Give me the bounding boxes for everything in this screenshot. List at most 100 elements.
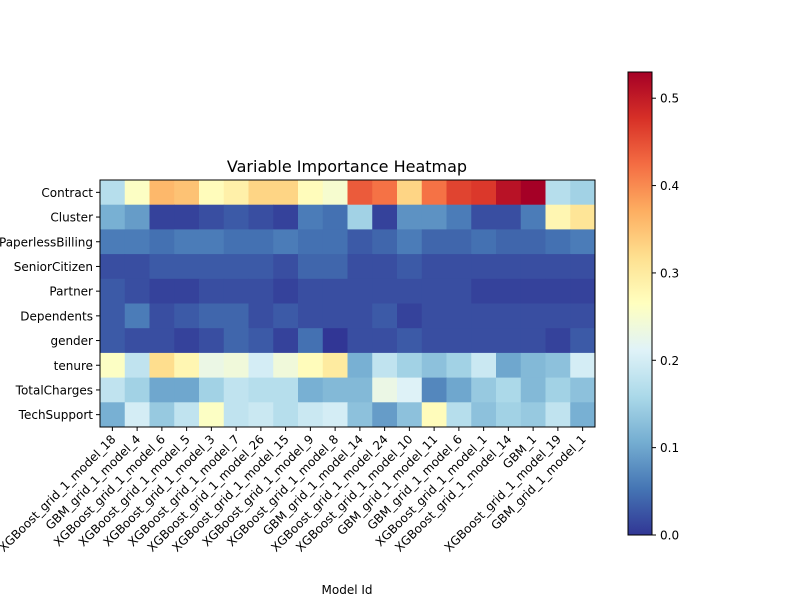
y-tick-label: SeniorCitizen xyxy=(14,260,93,274)
heatmap-cell xyxy=(199,303,225,329)
heatmap-cell xyxy=(149,278,175,304)
heatmap-cell xyxy=(149,180,175,206)
heatmap-cell xyxy=(520,377,546,403)
heatmap-cell xyxy=(298,278,324,304)
colorbar-tick-label: 0.3 xyxy=(660,266,679,280)
heatmap-cell xyxy=(570,377,596,403)
heatmap-cell xyxy=(347,352,373,379)
heatmap-cell xyxy=(124,254,150,280)
heatmap-cell xyxy=(100,352,126,379)
heatmap-cell xyxy=(496,377,522,403)
heatmap-cells xyxy=(100,180,596,428)
heatmap-cell xyxy=(124,377,150,403)
heatmap-cell xyxy=(397,254,423,280)
heatmap-cell xyxy=(545,204,571,230)
heatmap-cell xyxy=(496,328,522,354)
heatmap-cell xyxy=(174,377,200,403)
heatmap-cell xyxy=(100,204,126,230)
heatmap-cell xyxy=(446,229,472,255)
heatmap-cell xyxy=(496,229,522,255)
heatmap-cell xyxy=(223,377,249,403)
heatmap-cell xyxy=(570,254,596,280)
heatmap-cell xyxy=(496,402,522,428)
colorbar-tick-label: 0.0 xyxy=(660,529,679,543)
heatmap-cell xyxy=(149,204,175,230)
heatmap-cell xyxy=(372,377,398,403)
y-tick-label: tenure xyxy=(54,359,93,373)
heatmap-cell xyxy=(397,303,423,329)
heatmap-cell xyxy=(273,229,299,255)
plot-frame xyxy=(99,179,596,428)
heatmap-cell xyxy=(273,352,299,379)
heatmap-cell xyxy=(100,229,126,255)
heatmap-cell xyxy=(446,278,472,304)
heatmap-cell xyxy=(545,352,571,379)
heatmap-cell xyxy=(347,377,373,403)
heatmap-cell xyxy=(248,352,274,379)
x-axis-ticks: XGBoost_grid_1_model_18GBM_grid_1_model_… xyxy=(0,427,589,555)
heatmap-cell xyxy=(421,303,447,329)
heatmap-cell xyxy=(149,328,175,354)
heatmap-cell xyxy=(496,352,522,379)
heatmap-cell xyxy=(298,303,324,329)
heatmap-cell xyxy=(298,204,324,230)
heatmap-cell xyxy=(174,254,200,280)
heatmap-cell xyxy=(446,352,472,379)
heatmap-cell xyxy=(347,303,373,329)
heatmap-cell xyxy=(248,204,274,230)
heatmap-cell xyxy=(199,180,225,206)
heatmap-cell xyxy=(545,328,571,354)
heatmap-cell xyxy=(273,204,299,230)
heatmap-cell xyxy=(174,278,200,304)
heatmap-cell xyxy=(421,229,447,255)
heatmap-cell xyxy=(223,303,249,329)
heatmap-cell xyxy=(273,278,299,304)
heatmap-cell xyxy=(199,402,225,428)
heatmap-cell xyxy=(248,303,274,329)
heatmap-cell xyxy=(199,328,225,354)
heatmap-cell xyxy=(471,180,497,206)
heatmap-cell xyxy=(199,377,225,403)
heatmap-cell xyxy=(124,204,150,230)
heatmap-cell xyxy=(520,204,546,230)
heatmap-cell xyxy=(248,229,274,255)
heatmap-cell xyxy=(149,303,175,329)
heatmap-cell xyxy=(124,303,150,329)
heatmap-cell xyxy=(446,254,472,280)
heatmap-cell xyxy=(520,352,546,379)
heatmap-cell xyxy=(421,278,447,304)
heatmap-cell xyxy=(372,254,398,280)
heatmap-cell xyxy=(199,254,225,280)
heatmap-cell xyxy=(471,303,497,329)
heatmap-cell xyxy=(471,254,497,280)
heatmap-cell xyxy=(298,254,324,280)
heatmap-cell xyxy=(223,402,249,428)
heatmap-cell xyxy=(273,377,299,403)
heatmap-cell xyxy=(174,352,200,379)
heatmap-cell xyxy=(372,303,398,329)
y-tick-label: Dependents xyxy=(20,309,93,323)
heatmap-cell xyxy=(149,254,175,280)
heatmap-cell xyxy=(322,328,348,354)
heatmap-cell xyxy=(397,204,423,230)
y-tick-label: PaperlessBilling xyxy=(0,235,93,249)
heatmap-cell xyxy=(471,377,497,403)
heatmap-cell xyxy=(248,254,274,280)
heatmap-cell xyxy=(298,229,324,255)
heatmap-cell xyxy=(372,402,398,428)
heatmap-cell xyxy=(298,377,324,403)
heatmap-cell xyxy=(199,229,225,255)
heatmap-cell xyxy=(421,328,447,354)
heatmap-cell xyxy=(545,303,571,329)
heatmap-cell xyxy=(223,352,249,379)
heatmap-cell xyxy=(223,180,249,206)
heatmap-cell xyxy=(397,328,423,354)
heatmap-cell xyxy=(248,402,274,428)
heatmap-cell xyxy=(570,204,596,230)
y-tick-label: TechSupport xyxy=(18,408,94,422)
colorbar-tick-label: 0.1 xyxy=(660,441,679,455)
heatmap-cell xyxy=(496,278,522,304)
heatmap-cell xyxy=(471,352,497,379)
heatmap-cell xyxy=(223,278,249,304)
